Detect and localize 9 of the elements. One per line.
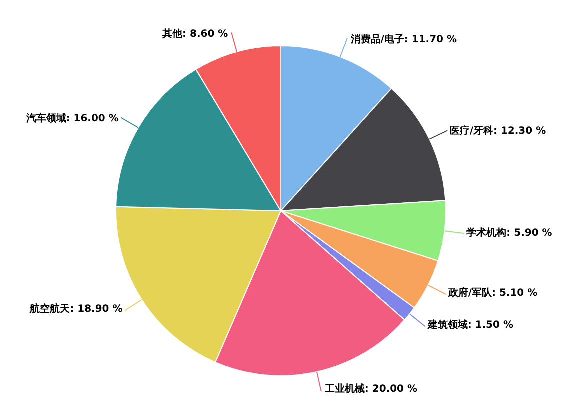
slice-label: 政府/军队: 5.10 %: [447, 287, 538, 300]
slice-label: 汽车领域: 16.00 %: [25, 112, 119, 124]
slice-label: 医疗/牙科: 12.30 %: [450, 125, 546, 138]
slice-label: 消费品/电子: 11.70 %: [350, 34, 458, 46]
slice-label: 工业机械: 20.00 %: [324, 383, 418, 396]
slice-label: 建筑领域: 1.50 %: [426, 318, 514, 331]
slice-label: 学术机构: 5.90 %: [466, 226, 552, 239]
slice-label: 其他: 8.60 %: [162, 28, 228, 40]
slice-label: 航空航天: 18.90 %: [29, 303, 123, 316]
